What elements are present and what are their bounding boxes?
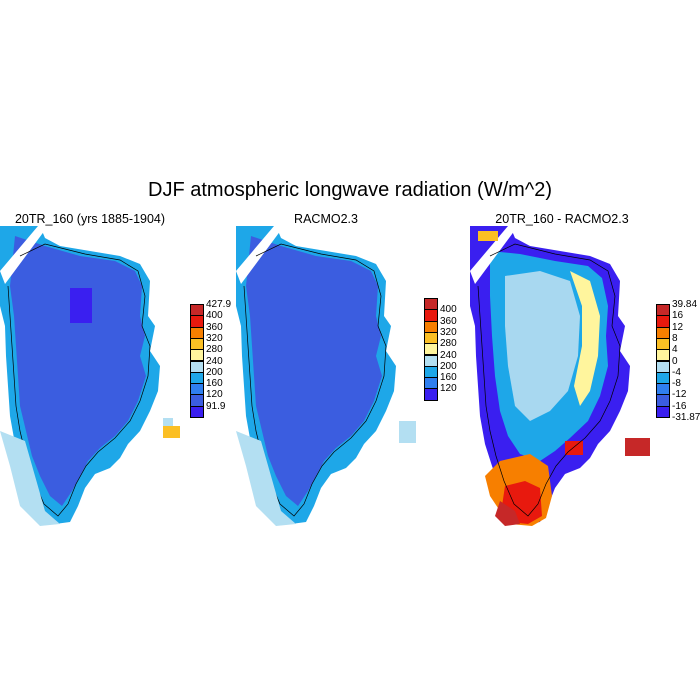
colorbar-label: 120 — [440, 383, 457, 395]
colorbar-swatch — [190, 405, 204, 418]
map-panel-model — [0, 226, 180, 526]
ice-sheet-model — [10, 236, 146, 506]
colorbar-label: 120 — [206, 389, 223, 401]
colorbar-label: -8 — [672, 378, 681, 390]
ice-sheet-racmo — [246, 236, 382, 506]
nw-gap — [470, 226, 518, 284]
island-warm — [163, 426, 180, 438]
coastline — [7, 243, 151, 517]
colorbar-label: -31.87 — [672, 412, 700, 423]
diff-east-hot — [565, 441, 583, 455]
figure-title: DJF atmospheric longwave radiation (W/m^… — [148, 179, 552, 201]
south-coast — [0, 431, 60, 526]
colorbar-label: -12 — [672, 389, 687, 401]
island-cool — [163, 418, 173, 426]
colorbar-label: 91.9 — [206, 400, 226, 412]
colorbar-label: 200 — [440, 360, 457, 372]
colorbar-label: 160 — [206, 378, 223, 390]
colorbar-label: 240 — [440, 349, 457, 361]
panel-title-diff: 20TR_160 - RACMO2.3 — [495, 212, 629, 226]
colorbar-label: 0 — [672, 355, 678, 367]
diff-south-max — [495, 501, 520, 526]
colorbar-label: 280 — [206, 344, 223, 356]
map-panel-diff — [470, 226, 650, 526]
greenland-map-racmo — [236, 226, 416, 526]
colorbar-label: 427.9 — [206, 299, 232, 310]
colorbar-label: 12 — [672, 321, 684, 333]
colorbar-label: 160 — [440, 372, 457, 384]
coastline — [243, 243, 387, 517]
colorbar-label: 360 — [440, 315, 457, 327]
diff-island — [625, 438, 650, 456]
island — [399, 421, 416, 443]
map-panel-racmo — [236, 226, 416, 526]
colorbar-label: 200 — [206, 366, 223, 378]
colorbar-label: 360 — [206, 321, 223, 333]
colorbar-label: 16 — [672, 310, 684, 322]
south-coast — [236, 431, 296, 526]
greenland-map-diff — [470, 226, 650, 526]
colorbar-label: 400 — [206, 310, 223, 322]
colorbar-label: 8 — [672, 332, 678, 344]
colorbar-label: 39.84 — [672, 299, 698, 310]
diff-nw-warm — [478, 231, 498, 241]
nw-gap — [236, 226, 284, 284]
colorbar-label: -4 — [672, 366, 681, 378]
colorbar-label: 280 — [440, 338, 457, 350]
nw-gap — [0, 226, 48, 284]
coastline — [477, 243, 621, 517]
colorbar-label: 320 — [440, 326, 457, 338]
colorbar-label: 400 — [440, 304, 457, 316]
greenland-map-model — [0, 226, 180, 526]
summit-minimum — [70, 288, 92, 323]
colorbar-label: -16 — [672, 400, 687, 412]
colorbar-label: 4 — [672, 344, 678, 356]
colorbar-label: 240 — [206, 355, 223, 367]
panel-title-racmo: RACMO2.3 — [294, 212, 358, 226]
colorbar-label: 320 — [206, 332, 223, 344]
diff-east-band — [570, 271, 600, 406]
panel-title-model: 20TR_160 (yrs 1885-1904) — [14, 212, 166, 226]
colorbar-swatch — [424, 388, 438, 401]
diff-interior — [505, 271, 580, 421]
colorbar-swatch — [656, 405, 670, 418]
